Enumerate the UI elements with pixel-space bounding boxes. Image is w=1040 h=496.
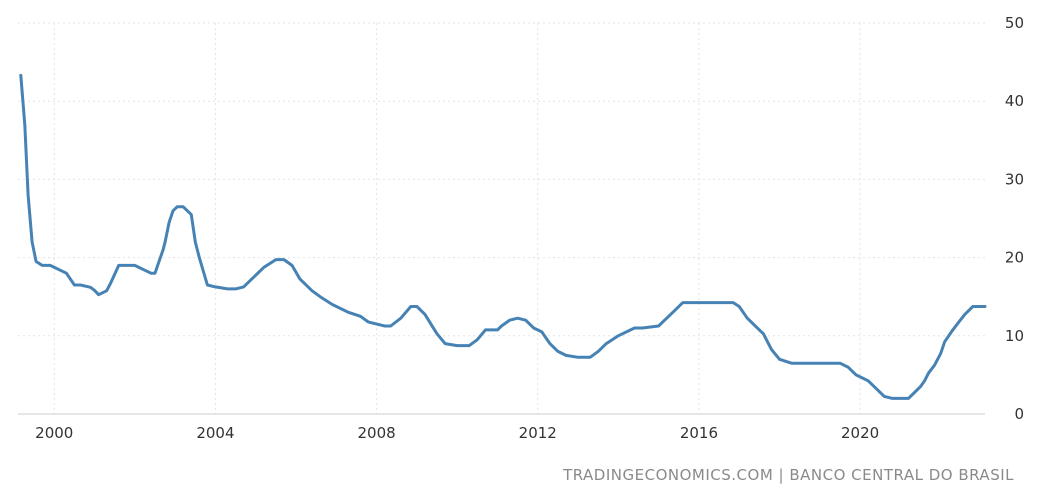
y-tick-label: 10 xyxy=(1005,327,1024,345)
x-tick-label: 2008 xyxy=(358,424,396,442)
x-tick-label: 2016 xyxy=(680,424,718,442)
y-tick-label: 30 xyxy=(1005,170,1024,188)
y-tick-label: 20 xyxy=(1005,249,1024,267)
x-axis-ticks: 2000 2004 2008 2012 2016 2020 xyxy=(35,424,879,442)
series-layer xyxy=(19,73,987,400)
x-tick-label: 2000 xyxy=(35,424,73,442)
y-tick-label: 0 xyxy=(1014,405,1024,423)
grid xyxy=(18,22,985,415)
x-tick-label: 2012 xyxy=(519,424,557,442)
y-tick-label: 40 xyxy=(1005,92,1024,110)
y-tick-label: 50 xyxy=(1005,14,1024,32)
x-tick-label: 2020 xyxy=(841,424,879,442)
x-tick-label: 2004 xyxy=(196,424,234,442)
y-axis-ticks: 0 10 20 30 40 50 xyxy=(1005,14,1024,423)
series-line xyxy=(19,73,987,400)
source-attribution: TRADINGECONOMICS.COM | BANCO CENTRAL DO … xyxy=(563,466,1014,484)
